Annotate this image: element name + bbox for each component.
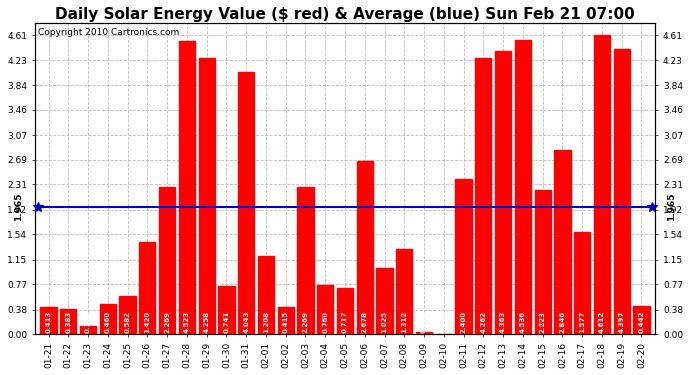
Text: 1.420: 1.420 (144, 310, 150, 333)
Text: 4.043: 4.043 (243, 310, 249, 333)
Bar (357, 160, 373, 334)
Text: 0.582: 0.582 (125, 311, 130, 333)
Bar (199, 58, 215, 334)
Text: 2.223: 2.223 (540, 311, 546, 333)
Text: 4.536: 4.536 (520, 311, 526, 333)
Text: 0.383: 0.383 (66, 310, 71, 333)
Bar (60, 309, 77, 334)
Bar (119, 297, 136, 334)
Text: 2.846: 2.846 (560, 311, 565, 333)
Bar (515, 40, 531, 334)
Bar (633, 306, 649, 334)
Text: 1.312: 1.312 (402, 311, 407, 333)
Text: 1.208: 1.208 (263, 311, 269, 333)
Bar (100, 304, 116, 334)
Text: 4.523: 4.523 (184, 311, 190, 333)
Bar (218, 286, 235, 334)
Bar (317, 285, 333, 334)
Text: 1.025: 1.025 (382, 311, 388, 333)
Text: 0.028: 0.028 (421, 311, 427, 333)
Bar (554, 150, 571, 334)
Text: 0.741: 0.741 (224, 310, 229, 333)
Text: 0.717: 0.717 (342, 310, 348, 333)
Bar (238, 72, 255, 334)
Bar (179, 41, 195, 334)
Text: 0.413: 0.413 (46, 310, 52, 333)
Bar (258, 256, 274, 334)
Bar (416, 332, 432, 334)
Bar (574, 232, 590, 334)
Text: 0.415: 0.415 (283, 310, 288, 333)
Bar (535, 190, 551, 334)
Text: 0.129: 0.129 (85, 311, 91, 333)
Bar (297, 187, 313, 334)
Bar (337, 288, 353, 334)
Bar (41, 308, 57, 334)
Bar (80, 326, 96, 334)
Text: 4.262: 4.262 (480, 311, 486, 333)
Text: 4.397: 4.397 (619, 310, 624, 333)
Bar (277, 307, 294, 334)
Text: 1.577: 1.577 (579, 311, 585, 333)
Bar (613, 49, 630, 334)
Bar (159, 187, 175, 334)
Text: 0.760: 0.760 (322, 311, 328, 333)
Bar (377, 268, 393, 334)
Text: 4.363: 4.363 (500, 310, 506, 333)
Bar (396, 249, 413, 334)
Text: Copyright 2010 Cartronics.com: Copyright 2010 Cartronics.com (38, 28, 179, 37)
Bar (139, 242, 155, 334)
Bar (594, 35, 610, 334)
Bar (475, 58, 491, 334)
Text: 4.258: 4.258 (204, 311, 210, 333)
Title: Daily Solar Energy Value ($ red) & Average (blue) Sun Feb 21 07:00: Daily Solar Energy Value ($ red) & Avera… (55, 7, 635, 22)
Text: 4.612: 4.612 (599, 311, 605, 333)
Text: 1.965: 1.965 (667, 193, 676, 221)
Text: 0.460: 0.460 (105, 310, 111, 333)
Text: 0.000: 0.000 (441, 310, 447, 333)
Bar (495, 51, 511, 334)
Text: 2.400: 2.400 (461, 310, 466, 333)
Text: 2.678: 2.678 (362, 311, 368, 333)
Text: 2.269: 2.269 (164, 311, 170, 333)
Text: 1.965: 1.965 (14, 193, 23, 221)
Text: 2.269: 2.269 (302, 311, 308, 333)
Text: 0.442: 0.442 (638, 310, 644, 333)
Bar (455, 178, 472, 334)
